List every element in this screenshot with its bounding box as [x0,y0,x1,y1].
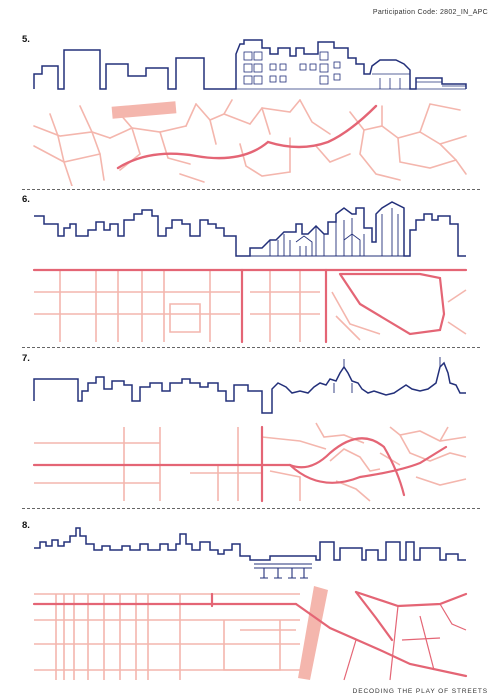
skyline-5-details [236,51,466,90]
panel-5-number: 5. [22,34,30,45]
overpass-8 [254,563,312,579]
panel-6-drawing [32,201,468,344]
skyline-5 [33,39,467,90]
separator [22,189,480,190]
main-streets-8 [32,590,468,678]
participation-code: Participation Code: 2802_IN_APC [372,9,488,16]
street-network-8 [34,593,300,680]
panel-6-number: 6. [22,194,30,205]
street-network-8-right [343,603,467,681]
highlight-band-8 [298,586,328,680]
panel-7-number: 7. [22,353,30,364]
skyline-8 [34,527,466,561]
separator [22,347,480,348]
main-street-5 [116,104,378,170]
footer-title: DECODING THE PLAY OF STREETS [352,688,488,695]
panel-8-drawing [32,527,468,681]
highlight-patch-5 [111,101,177,119]
street-network-5 [33,99,467,186]
panel-5-drawing [33,39,467,186]
panel-5: 5. [0,34,500,186]
panel-7-drawing [32,357,467,503]
panel-7: 7. [0,353,500,505]
skyline-6-details [250,208,404,257]
skyline-6 [34,201,466,257]
panel-8: 8. [0,520,500,684]
separator [22,508,480,509]
skyline-7 [33,361,466,414]
street-network-7 [34,422,467,502]
panel-8-number: 8. [22,520,30,531]
street-network-6 [34,269,467,342]
panel-6: 6. [0,194,500,346]
skyline-7-details [333,357,441,393]
main-streets-7 [32,425,448,503]
main-streets-6 [32,268,468,344]
